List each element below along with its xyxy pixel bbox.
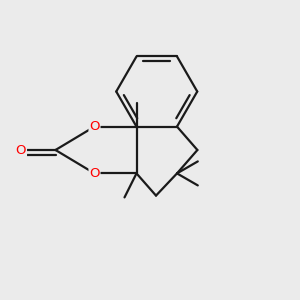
Text: O: O bbox=[89, 120, 100, 133]
Text: O: O bbox=[89, 167, 100, 180]
Text: O: O bbox=[16, 143, 26, 157]
